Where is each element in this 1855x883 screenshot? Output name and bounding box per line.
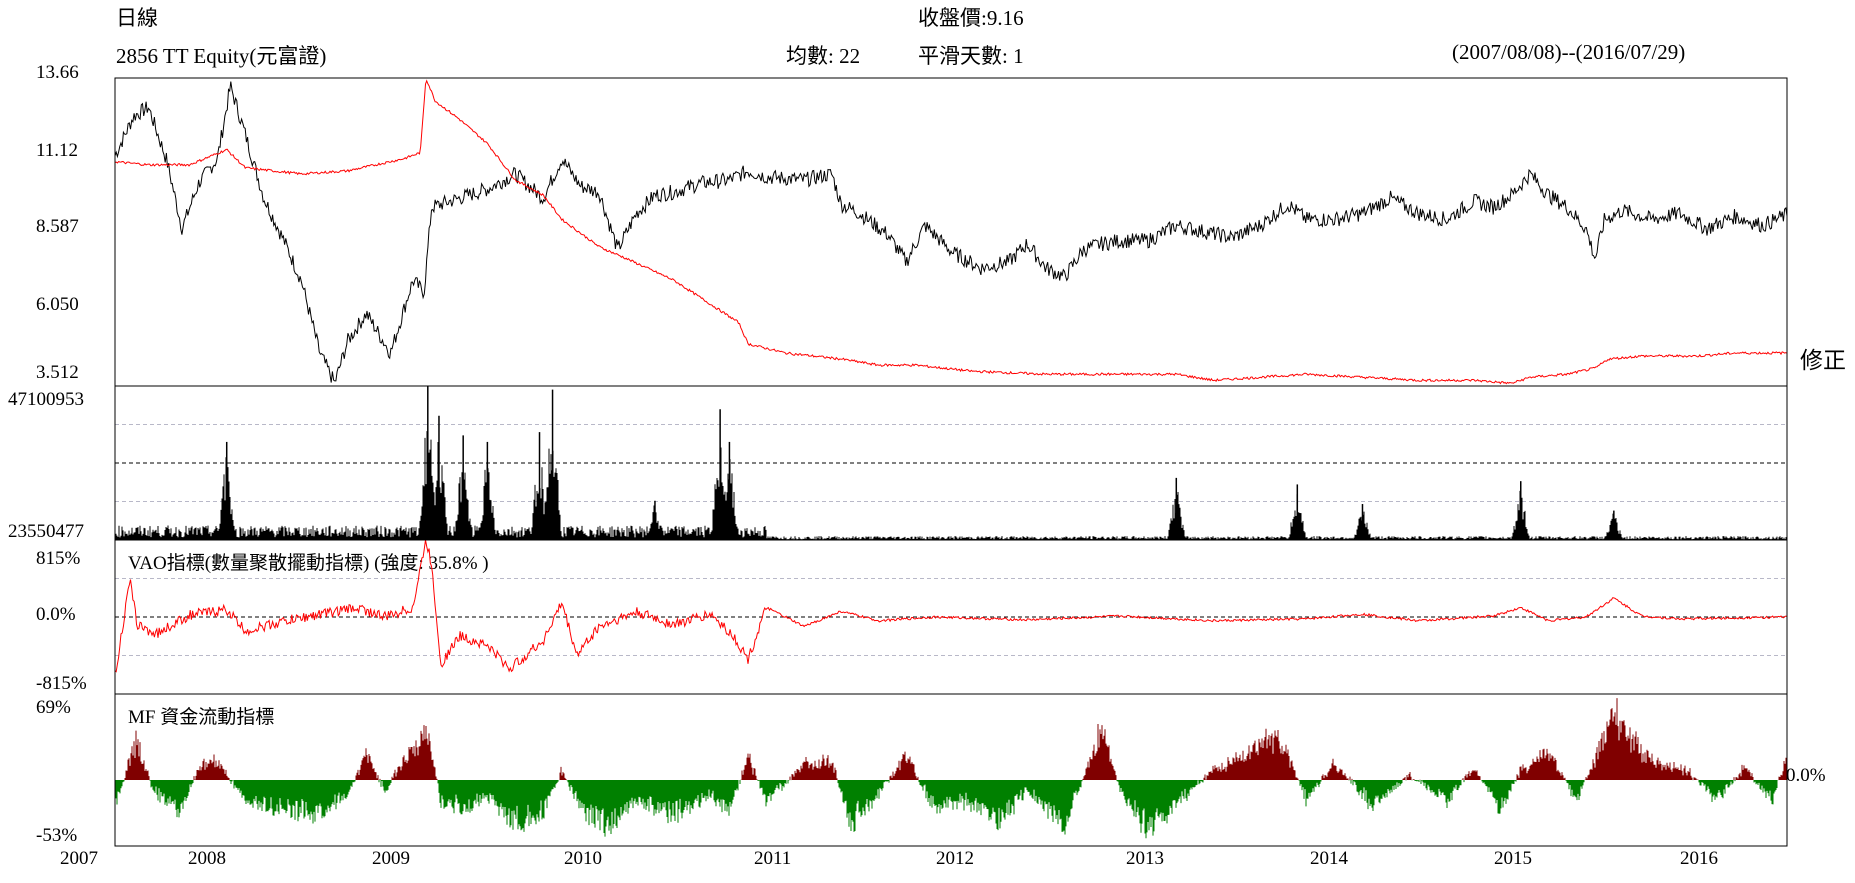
smooth-days: 平滑天數: 1	[918, 40, 1024, 70]
volume-tick-mid: 23550477	[8, 521, 84, 542]
mf-tick-max: 69%	[36, 697, 71, 718]
price-tick-3: 8.587	[36, 216, 79, 237]
vao-tick-min: -815%	[36, 673, 87, 694]
mf-panel-frame	[114, 693, 1788, 847]
price-tick-1: 13.66	[36, 62, 79, 83]
average-days-value: 22	[839, 44, 861, 68]
vao-line	[114, 539, 1788, 673]
period-label: 日線	[116, 6, 158, 30]
x-label-2012: 2012	[936, 848, 974, 869]
panel-frames	[114, 77, 1788, 847]
mf-tick-min: -53%	[36, 825, 78, 846]
mf-bars	[115, 698, 1787, 839]
volume-bars	[115, 386, 1787, 540]
price-tick-4: 6.050	[36, 294, 79, 315]
date-range: (2007/08/08)--(2016/07/29)	[1452, 40, 1686, 64]
mf-panel-title: MF 資金流動指標	[128, 707, 275, 728]
price-panel-frame	[114, 77, 1788, 387]
volume-tick-max: 47100953	[8, 389, 84, 410]
mf-zero-label: 0.0%	[1786, 765, 1826, 786]
smooth-days-value: 1	[1013, 44, 1024, 68]
adjusted-price-line	[114, 79, 1788, 385]
adjusted-series-label: 修正	[1800, 348, 1846, 373]
series-lines	[114, 79, 1788, 673]
vao-tick-zero: 0.0%	[36, 604, 76, 625]
x-label-2007: 2007	[60, 848, 98, 869]
ticker-label: 2856 TT Equity(元富證)	[116, 44, 327, 68]
average-days: 均數: 22	[786, 40, 860, 70]
x-label-2009: 2009	[372, 848, 410, 869]
smooth-days-label: 平滑天數:	[918, 44, 1008, 68]
price-tick-5: 3.512	[36, 362, 79, 383]
x-label-2014: 2014	[1310, 848, 1348, 869]
grid-lines	[115, 424, 1787, 656]
vao-tick-max: 815%	[36, 548, 81, 569]
average-days-label: 均數:	[786, 44, 834, 68]
x-label-2016: 2016	[1680, 848, 1718, 869]
close-price: 收盤價:9.16	[918, 2, 1024, 32]
vao-panel-title: VAO指標(數量聚散擺動指標) (強度: 35.8% )	[128, 553, 489, 574]
x-label-2013: 2013	[1126, 848, 1164, 869]
x-label-2008: 2008	[188, 848, 226, 869]
close-price-value: 9.16	[986, 6, 1024, 30]
close-price-label: 收盤價:	[918, 6, 987, 30]
x-label-2011: 2011	[754, 848, 792, 869]
price-tick-2: 11.12	[36, 140, 79, 161]
x-label-2015: 2015	[1494, 848, 1532, 869]
price-line	[114, 81, 1788, 383]
x-label-2010: 2010	[564, 848, 602, 869]
